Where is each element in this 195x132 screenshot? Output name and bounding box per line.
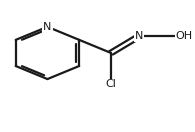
Text: Cl: Cl [105, 79, 116, 89]
Text: OH: OH [176, 31, 193, 41]
Text: N: N [43, 22, 52, 32]
Text: N: N [135, 31, 143, 41]
